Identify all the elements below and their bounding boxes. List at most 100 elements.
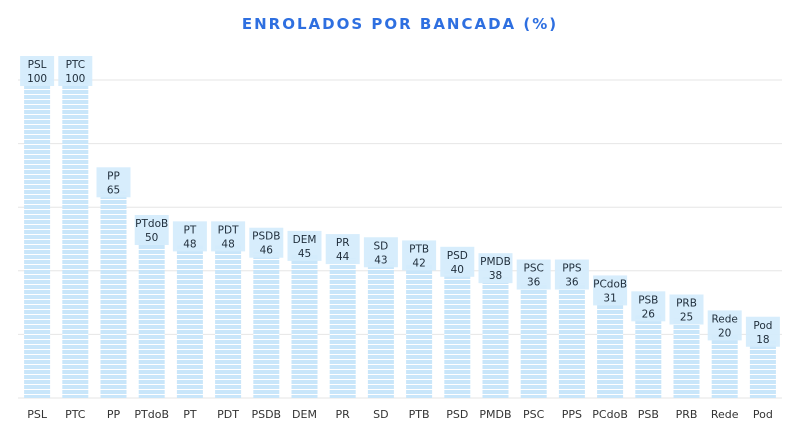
bar	[597, 299, 624, 398]
data-label-value: 36	[565, 277, 579, 289]
bar	[558, 283, 585, 398]
x-tick-label: PSL	[27, 408, 48, 421]
data-label-value: 20	[718, 327, 731, 339]
data-label-box	[249, 227, 284, 258]
data-label-value: 42	[412, 257, 425, 269]
data-label-value: 50	[145, 232, 158, 244]
x-tick-label: PTdoB	[134, 408, 169, 421]
data-label-box	[363, 237, 398, 268]
data-label-value: 26	[642, 308, 656, 320]
data-label-box	[287, 230, 322, 261]
data-label-value: 44	[336, 251, 350, 263]
bar	[635, 315, 662, 398]
data-label-box	[631, 291, 666, 322]
bar	[749, 340, 776, 398]
data-label-party: PTdoB	[135, 218, 168, 230]
x-tick-label: PTB	[409, 408, 430, 421]
bar	[100, 191, 127, 398]
data-label-box	[707, 310, 742, 341]
bar	[673, 318, 700, 398]
data-label-value: 43	[374, 254, 387, 266]
bar	[176, 245, 203, 398]
data-label-party: Pod	[753, 320, 772, 332]
x-tick-label: PSD	[446, 408, 468, 421]
data-label-box	[440, 246, 475, 277]
bar	[482, 277, 509, 398]
x-tick-label: PDT	[217, 408, 239, 421]
data-label-box	[172, 221, 207, 252]
data-label-box	[402, 240, 437, 271]
data-label-party: PT	[184, 224, 197, 236]
data-label-party: PTB	[409, 243, 429, 255]
data-label-value: 46	[260, 245, 274, 257]
data-label-value: 31	[603, 292, 616, 304]
x-tick-label: PCdoB	[592, 408, 628, 421]
data-label-party: PTC	[66, 59, 85, 71]
data-label-party: PSC	[524, 263, 544, 275]
bar	[406, 264, 433, 398]
x-tick-label: PP	[107, 408, 121, 421]
x-tick-label: PSDB	[251, 408, 281, 421]
x-tick-label: PR	[336, 408, 351, 421]
data-label-box	[478, 253, 513, 284]
x-tick-label: SD	[373, 408, 388, 421]
data-label-party: PP	[107, 170, 120, 182]
data-label-party: PRB	[676, 298, 697, 310]
bar-labels: PSL 100 PTC 100 PP 65 PTdoB 50 PT 48 PDT 48 PSDB 46 DE…	[20, 56, 780, 347]
data-label-value: 25	[680, 312, 693, 324]
data-label-box	[516, 259, 551, 290]
chart-title: ENROLADOS POR BANCADA (%)	[242, 15, 558, 33]
bar	[711, 334, 738, 398]
data-label-party: PSL	[28, 59, 47, 71]
x-tick-label: PSB	[638, 408, 659, 421]
x-tick-label: DEM	[292, 408, 317, 421]
data-label-party: PPS	[562, 263, 582, 275]
bar	[24, 80, 51, 398]
bars	[24, 80, 776, 398]
grid-lines	[18, 79, 782, 399]
data-label-box	[20, 56, 55, 86]
data-label-value: 45	[298, 248, 311, 260]
x-tick-label: PTC	[65, 408, 86, 421]
x-tick-label: PMDB	[479, 408, 511, 421]
data-label-box	[96, 167, 131, 198]
x-tick-label: PPS	[562, 408, 582, 421]
x-tick-label: PRB	[676, 408, 698, 421]
x-tick-label: PT	[183, 408, 197, 421]
data-label-party: PSDB	[252, 231, 280, 243]
x-tick-label: Pod	[753, 408, 773, 421]
bar	[329, 258, 356, 398]
x-axis-ticks: PSL PTC PP PTdoB PT PDT PSDB DEM PR SD PTB PSD PMDB P…	[27, 408, 773, 421]
bar	[444, 270, 471, 398]
data-label-party: PMDB	[480, 256, 511, 268]
data-label-box	[134, 215, 169, 245]
data-label-party: PSB	[638, 294, 658, 306]
bar	[253, 251, 280, 398]
data-label-value: 65	[107, 184, 120, 196]
data-label-party: PR	[336, 237, 350, 249]
data-label-value: 100	[65, 73, 85, 85]
data-label-party: SD	[374, 240, 389, 252]
data-label-party: PDT	[218, 224, 239, 236]
data-label-party: PCdoB	[593, 278, 627, 290]
bar	[367, 261, 394, 398]
bar	[138, 239, 165, 398]
data-label-value: 18	[756, 334, 769, 346]
bar	[62, 80, 89, 398]
bar	[520, 283, 547, 398]
data-label-party: PSD	[447, 250, 468, 262]
data-label-party: DEM	[293, 234, 317, 246]
data-label-value: 48	[221, 238, 234, 250]
data-label-box	[325, 234, 360, 265]
data-label-value: 36	[527, 277, 541, 289]
data-label-value: 38	[489, 270, 502, 282]
data-label-value: 40	[451, 264, 464, 276]
data-label-value: 100	[27, 73, 47, 85]
bar	[291, 254, 318, 398]
bar	[215, 245, 242, 398]
data-label-box	[211, 221, 246, 252]
data-label-value: 48	[183, 238, 196, 250]
x-tick-label: PSC	[523, 408, 545, 421]
x-tick-label: Rede	[711, 408, 739, 421]
